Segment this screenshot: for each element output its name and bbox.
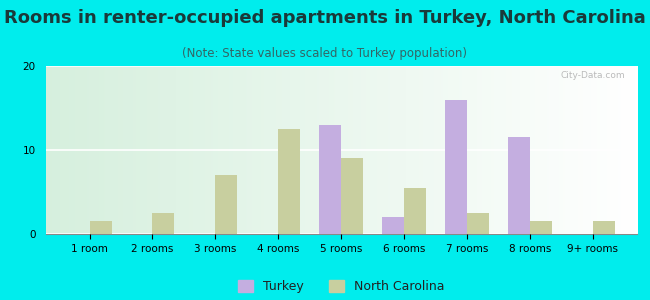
Bar: [319, 125, 341, 234]
Bar: [530, 221, 552, 234]
Bar: [593, 221, 615, 234]
Legend: Turkey, North Carolina: Turkey, North Carolina: [233, 275, 449, 298]
Bar: [404, 188, 426, 234]
Bar: [508, 137, 530, 234]
Bar: [341, 158, 363, 234]
Text: (Note: State values scaled to Turkey population): (Note: State values scaled to Turkey pop…: [183, 46, 467, 59]
Bar: [153, 213, 174, 234]
Bar: [215, 175, 237, 234]
Bar: [445, 100, 467, 234]
Bar: [382, 217, 404, 234]
Text: Rooms in renter-occupied apartments in Turkey, North Carolina: Rooms in renter-occupied apartments in T…: [4, 9, 646, 27]
Bar: [90, 221, 112, 234]
Bar: [278, 129, 300, 234]
Text: City-Data.com: City-Data.com: [560, 71, 625, 80]
Bar: [467, 213, 489, 234]
